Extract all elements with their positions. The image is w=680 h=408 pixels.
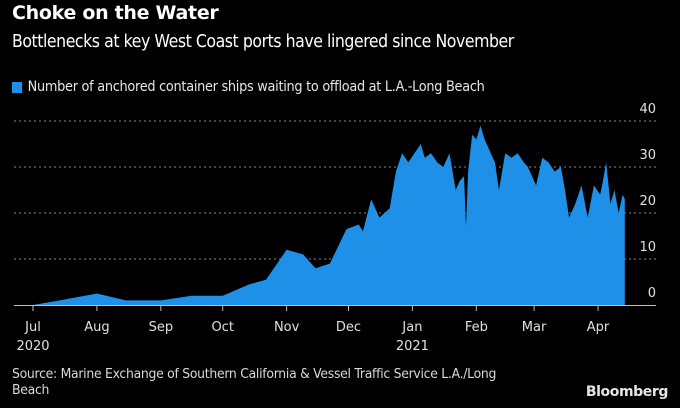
x-tick-year-label: 2021 [396, 339, 429, 354]
area-layer [33, 125, 625, 305]
x-tick-label: Jan [401, 320, 422, 335]
bloomberg-logo: Bloomberg [585, 384, 669, 400]
legend: Number of anchored container ships waiti… [12, 79, 485, 95]
x-tick-year-label: 2020 [16, 339, 49, 354]
legend-label: Number of anchored container ships waiti… [27, 79, 485, 95]
source-note: Source: Marine Exchange of Southern Cali… [12, 366, 497, 398]
x-tick-label: Mar [522, 320, 547, 335]
y-tick-label: 0 [648, 286, 656, 301]
x-tick-label: Jul [24, 320, 41, 335]
x-tick-label: Oct [211, 320, 233, 335]
x-tick-label: Feb [465, 320, 488, 335]
x-tick-label: Dec [336, 320, 361, 335]
legend-swatch [12, 81, 23, 93]
x-tick-label: Sep [149, 320, 174, 335]
x-tick-label: Apr [587, 320, 610, 335]
y-tick-label: 20 [639, 194, 656, 209]
y-tick-label: 10 [639, 240, 656, 255]
x-tick-label: Nov [274, 320, 300, 335]
x-tick-label: Aug [84, 320, 109, 335]
area-series [33, 125, 625, 305]
y-tick-label: 40 [639, 102, 656, 117]
y-tick-label: 30 [639, 148, 656, 163]
y-axis: 0 10 20 30 40 [639, 102, 656, 301]
chart-title: Choke on the Water [12, 2, 219, 24]
chart-subtitle: Bottlenecks at key West Coast ports have… [12, 32, 514, 52]
x-axis: Jul 2020 Aug Sep Oct Nov Dec Jan 2021 Feb Mar Apr [14, 305, 656, 354]
